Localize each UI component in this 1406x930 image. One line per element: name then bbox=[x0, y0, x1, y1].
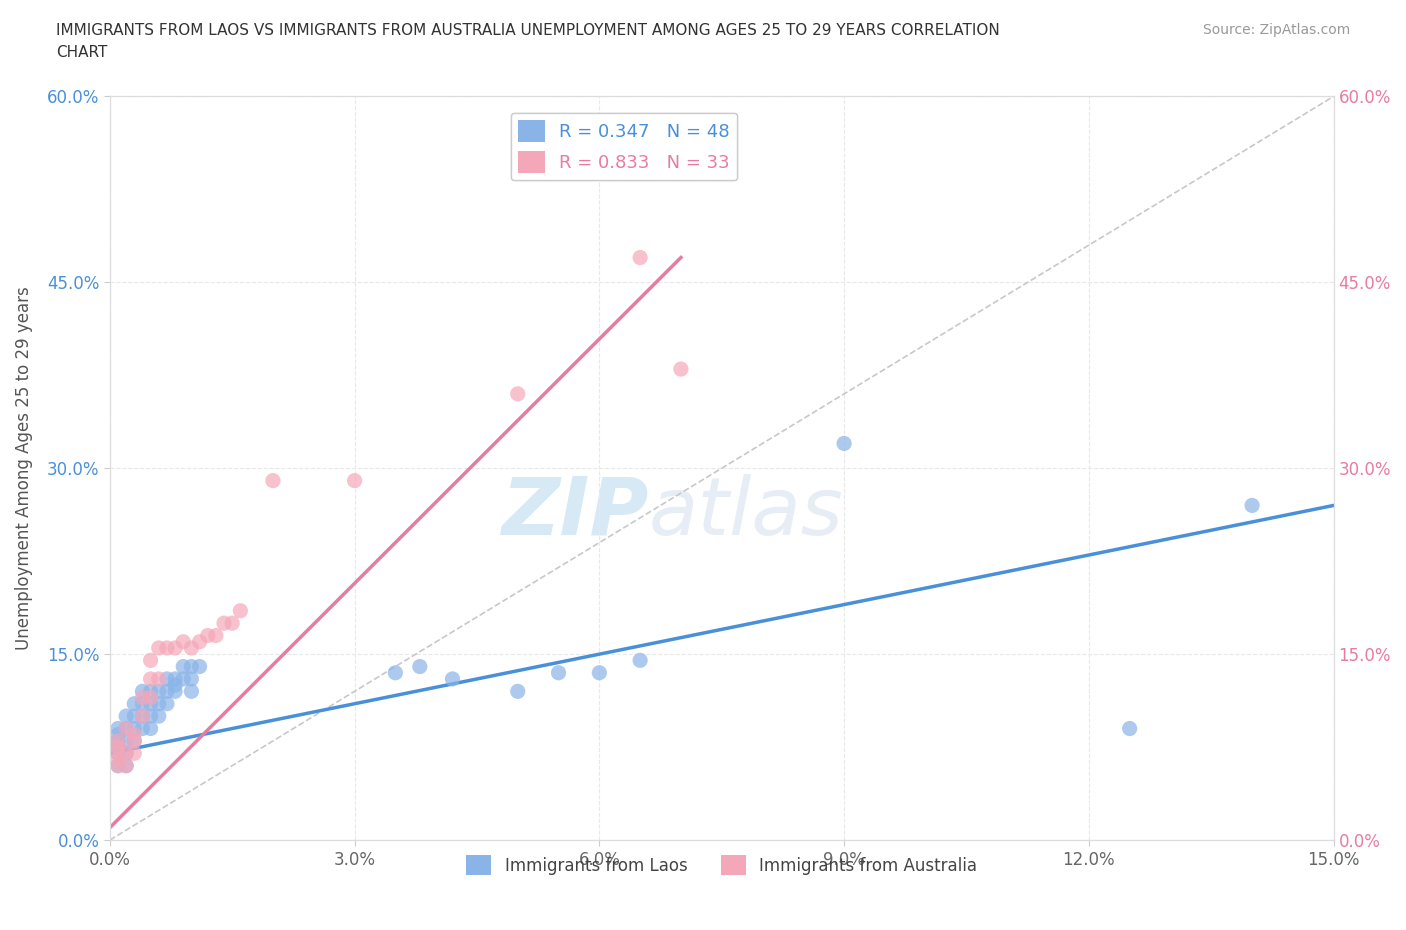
Point bbox=[139, 690, 162, 705]
Point bbox=[384, 665, 406, 680]
Point bbox=[343, 473, 366, 488]
Point bbox=[107, 752, 129, 767]
Point bbox=[139, 671, 162, 686]
Point bbox=[172, 671, 194, 686]
Point bbox=[205, 628, 228, 643]
Point bbox=[156, 684, 179, 698]
Point bbox=[131, 721, 153, 736]
Point bbox=[148, 641, 170, 656]
Point bbox=[124, 734, 146, 749]
Point bbox=[115, 734, 138, 749]
Point bbox=[165, 684, 187, 698]
Text: atlas: atlas bbox=[648, 474, 844, 551]
Point bbox=[188, 634, 211, 649]
Point bbox=[156, 671, 179, 686]
Point bbox=[107, 734, 129, 749]
Point bbox=[115, 758, 138, 773]
Point bbox=[107, 721, 129, 736]
Point bbox=[139, 684, 162, 698]
Point bbox=[506, 387, 529, 402]
Point bbox=[115, 746, 138, 761]
Point bbox=[107, 739, 129, 754]
Point bbox=[107, 739, 129, 754]
Point bbox=[197, 628, 219, 643]
Point bbox=[115, 746, 138, 761]
Point bbox=[172, 659, 194, 674]
Point bbox=[229, 604, 252, 618]
Y-axis label: Unemployment Among Ages 25 to 29 years: Unemployment Among Ages 25 to 29 years bbox=[15, 286, 32, 650]
Point bbox=[124, 709, 146, 724]
Point bbox=[180, 641, 202, 656]
Point bbox=[148, 697, 170, 711]
Point bbox=[188, 659, 211, 674]
Point bbox=[588, 665, 610, 680]
Point bbox=[212, 616, 235, 631]
Point bbox=[1118, 721, 1140, 736]
Point bbox=[107, 727, 129, 742]
Point bbox=[441, 671, 464, 686]
Point bbox=[180, 659, 202, 674]
Point bbox=[115, 721, 138, 736]
Point bbox=[131, 709, 153, 724]
Point bbox=[107, 734, 129, 749]
Text: Source: ZipAtlas.com: Source: ZipAtlas.com bbox=[1202, 23, 1350, 37]
Point bbox=[172, 634, 194, 649]
Point bbox=[139, 653, 162, 668]
Point bbox=[628, 250, 651, 265]
Point bbox=[107, 746, 129, 761]
Point bbox=[124, 746, 146, 761]
Point bbox=[139, 709, 162, 724]
Point bbox=[131, 690, 153, 705]
Point bbox=[148, 709, 170, 724]
Point bbox=[148, 684, 170, 698]
Point bbox=[262, 473, 284, 488]
Point bbox=[180, 684, 202, 698]
Legend: R = 0.347   N = 48, R = 0.833   N = 33: R = 0.347 N = 48, R = 0.833 N = 33 bbox=[510, 113, 737, 180]
Point bbox=[124, 734, 146, 749]
Point bbox=[124, 721, 146, 736]
Point bbox=[131, 709, 153, 724]
Point bbox=[124, 727, 146, 742]
Point bbox=[115, 721, 138, 736]
Point bbox=[139, 697, 162, 711]
Point bbox=[165, 671, 187, 686]
Point bbox=[165, 678, 187, 693]
Point bbox=[547, 665, 569, 680]
Point bbox=[131, 697, 153, 711]
Point bbox=[107, 758, 129, 773]
Point bbox=[107, 758, 129, 773]
Point bbox=[832, 436, 855, 451]
Point bbox=[107, 746, 129, 761]
Point bbox=[148, 671, 170, 686]
Point bbox=[124, 697, 146, 711]
Point bbox=[115, 758, 138, 773]
Point bbox=[628, 653, 651, 668]
Point bbox=[221, 616, 243, 631]
Point bbox=[139, 721, 162, 736]
Point bbox=[1241, 498, 1264, 512]
Point bbox=[156, 641, 179, 656]
Point bbox=[506, 684, 529, 698]
Text: IMMIGRANTS FROM LAOS VS IMMIGRANTS FROM AUSTRALIA UNEMPLOYMENT AMONG AGES 25 TO : IMMIGRANTS FROM LAOS VS IMMIGRANTS FROM … bbox=[56, 23, 1000, 60]
Text: ZIP: ZIP bbox=[501, 474, 648, 551]
Point bbox=[131, 684, 153, 698]
Point bbox=[669, 362, 692, 377]
Point bbox=[156, 697, 179, 711]
Point bbox=[115, 709, 138, 724]
Point bbox=[409, 659, 432, 674]
Point bbox=[165, 641, 187, 656]
Point bbox=[180, 671, 202, 686]
